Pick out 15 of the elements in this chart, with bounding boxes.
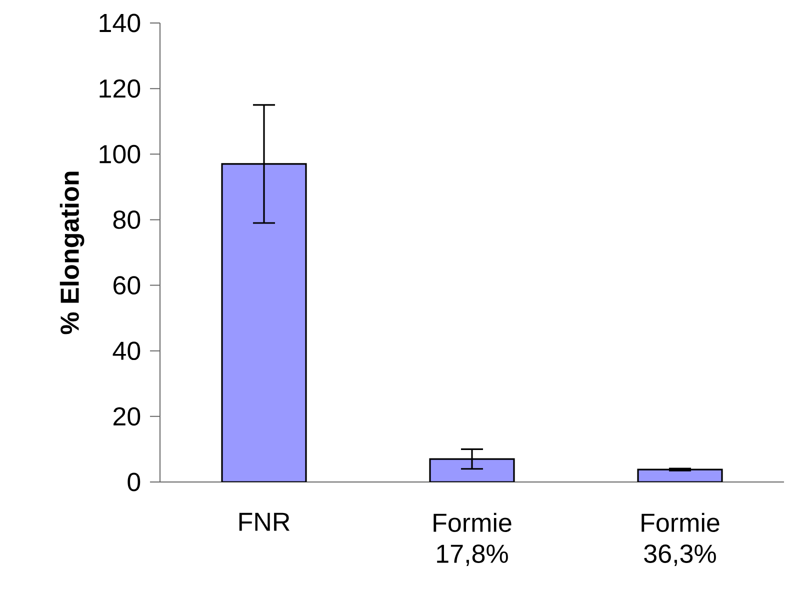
x-tick-label: Formie 36,3% xyxy=(642,512,720,566)
y-tick-label: 0 xyxy=(128,472,140,492)
y-axis-title: % Elongation xyxy=(60,172,84,334)
bar xyxy=(637,468,723,482)
y-tick-label: 120 xyxy=(100,79,140,98)
y-tick-label: 20 xyxy=(114,407,140,426)
x-tick-label: FNR xyxy=(239,512,290,531)
y-tick-label: 80 xyxy=(113,210,140,229)
y-tick-label: 40 xyxy=(112,342,140,360)
y-tick-label: 100 xyxy=(100,144,140,164)
y-tick-label: 60 xyxy=(114,276,140,294)
bar xyxy=(429,458,515,482)
y-tick-label: 140 xyxy=(100,14,140,32)
bar xyxy=(221,163,307,482)
x-tick-label: Formie 17,8% xyxy=(434,512,512,566)
